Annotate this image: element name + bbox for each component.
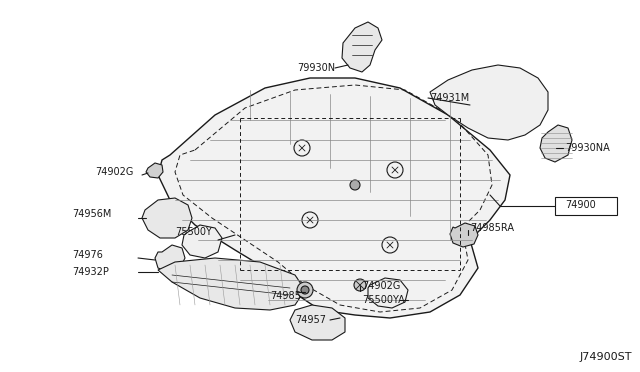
Circle shape <box>354 279 366 291</box>
Text: 74985RA: 74985RA <box>470 223 514 233</box>
Text: 74985: 74985 <box>270 291 301 301</box>
Polygon shape <box>155 245 185 272</box>
Polygon shape <box>450 223 478 247</box>
Text: 74900: 74900 <box>565 200 596 210</box>
Bar <box>555 197 617 215</box>
Polygon shape <box>290 305 345 340</box>
Text: J74900ST: J74900ST <box>579 352 632 362</box>
Polygon shape <box>182 225 222 258</box>
Polygon shape <box>158 78 510 318</box>
Polygon shape <box>146 163 163 178</box>
Text: 79930NA: 79930NA <box>565 143 610 153</box>
Text: 74902G: 74902G <box>95 167 133 177</box>
Text: 74957: 74957 <box>295 315 326 325</box>
Circle shape <box>350 180 360 190</box>
Text: 75500Y: 75500Y <box>175 227 212 237</box>
Text: 74902G: 74902G <box>362 281 401 291</box>
Polygon shape <box>342 22 382 72</box>
Text: 74932P: 74932P <box>72 267 109 277</box>
Circle shape <box>297 282 313 298</box>
Text: 74931M: 74931M <box>430 93 469 103</box>
Text: 75500YA: 75500YA <box>362 295 404 305</box>
Polygon shape <box>158 258 305 310</box>
Polygon shape <box>368 278 408 308</box>
Polygon shape <box>540 125 572 162</box>
Text: 79930N: 79930N <box>297 63 335 73</box>
Circle shape <box>301 286 309 294</box>
Text: 74976: 74976 <box>72 250 103 260</box>
Polygon shape <box>142 198 192 238</box>
Polygon shape <box>430 65 548 140</box>
Text: 74956M: 74956M <box>72 209 111 219</box>
